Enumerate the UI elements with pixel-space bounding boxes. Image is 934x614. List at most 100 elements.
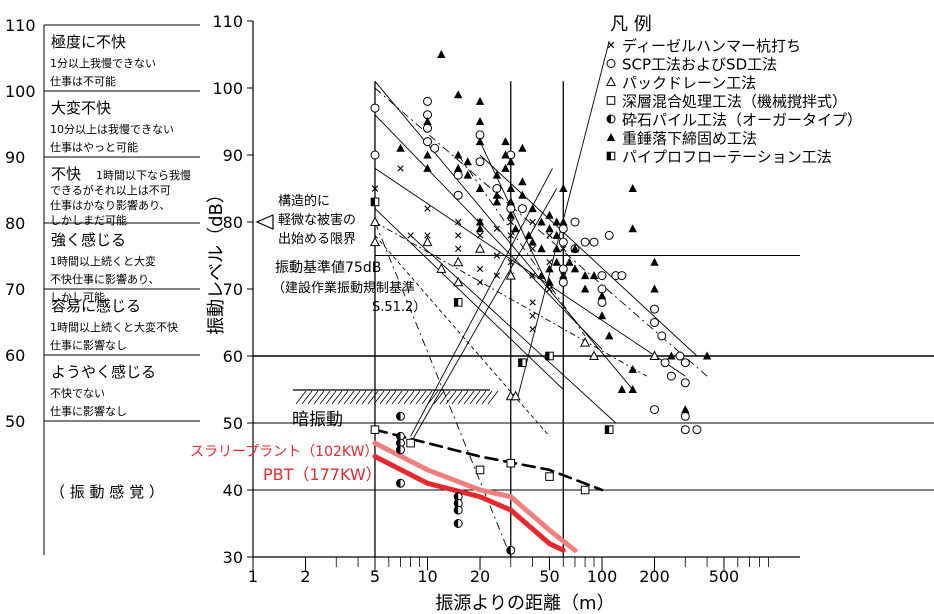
half-circle-fill: [396, 432, 401, 441]
filled-triangle-marker-icon: [423, 117, 432, 125]
sensation-band-desc: 1分以上我慢できない: [50, 57, 156, 70]
circle-marker-icon: [370, 103, 380, 113]
chart-axes: 30 40 50 60 70 80 90 100 110 1 2 5 10 20 50 100 200 500 振源…: [206, 12, 800, 614]
data-point: [370, 425, 380, 435]
hatch-stroke: [451, 390, 463, 405]
filled-triangle-marker-icon: [454, 150, 463, 159]
x-tick-label: 200: [639, 567, 670, 586]
y-tick-label: 40: [223, 481, 243, 500]
sensation-band-title: 容易に感じる: [51, 297, 141, 315]
cross-marker-icon: [546, 259, 553, 266]
circle-marker-icon: [370, 150, 380, 160]
data-point: [454, 150, 463, 159]
data-point: [396, 445, 405, 455]
triangle-marker-icon: [453, 256, 464, 267]
data-point: [518, 143, 527, 152]
data-point: [559, 271, 568, 280]
y-tick-label: 90: [223, 146, 243, 165]
data-point: [507, 218, 514, 226]
circle-marker-icon: [680, 425, 690, 435]
data-point: [475, 465, 485, 475]
data-point: [529, 218, 536, 226]
filled-triangle-marker-icon: [667, 351, 676, 360]
filled-triangle-marker-icon: [570, 244, 580, 253]
cross-marker-icon: [560, 245, 567, 252]
data-point: [680, 411, 690, 421]
data-point: [492, 197, 502, 206]
data-point: [493, 252, 501, 259]
data-point: [628, 364, 637, 373]
x-tick-label: 50: [539, 567, 559, 586]
circle-marker-icon: [650, 318, 659, 327]
square-marker-icon: [580, 485, 590, 495]
data-point: [455, 232, 462, 239]
filled-triangle-marker-icon: [501, 150, 510, 159]
triangle-marker-icon: [505, 270, 516, 280]
data-point: [558, 224, 568, 234]
filled-triangle-marker-icon: [506, 210, 515, 219]
hatch-stroke: [337, 390, 349, 405]
half-circle-fill: [396, 412, 401, 421]
filled-triangle-marker-icon: [492, 190, 502, 199]
cross-marker-icon: [424, 232, 431, 239]
data-point: [396, 411, 405, 421]
half-circle-fill: [454, 519, 459, 528]
filled-triangle-marker-icon: [545, 277, 554, 286]
filled-triangle-marker-icon: [552, 217, 561, 226]
data-point: [528, 237, 537, 246]
hatch-stroke: [469, 390, 481, 405]
filled-triangle-marker-icon: [681, 405, 690, 414]
filled-triangle-marker-icon: [570, 264, 580, 273]
half-square-fill: [605, 425, 610, 434]
data-point: [552, 230, 561, 239]
filled-triangle-marker-icon: [552, 257, 561, 266]
filled-triangle-marker-icon: [580, 284, 590, 293]
data-point: [475, 184, 485, 192]
data-point: [423, 137, 432, 147]
cross-marker-icon: [476, 279, 484, 286]
data-point: [463, 157, 472, 166]
data-point: [650, 257, 659, 266]
filled-triangle-marker-icon: [537, 271, 546, 280]
triangle-marker-icon: [369, 216, 381, 226]
hatch-stroke: [361, 390, 373, 405]
data-point: [545, 472, 554, 481]
triangle-marker-icon: [436, 263, 447, 273]
hatch-stroke: [325, 390, 337, 405]
data-point: [475, 96, 485, 105]
sensation-band-title: 大変不快: [51, 99, 111, 117]
hatch-stroke: [463, 390, 475, 405]
data-point: [370, 197, 380, 207]
data-point: [560, 245, 567, 252]
hatch-stroke: [487, 390, 499, 405]
half-circle-fill: [607, 115, 611, 123]
square-marker-icon: [406, 438, 415, 448]
cross-marker-icon: [546, 232, 553, 239]
data-point: [570, 244, 580, 253]
sensation-band-desc: しかし可能: [50, 290, 105, 304]
filled-triangle-marker-icon: [545, 224, 554, 233]
cross-marker-icon: [493, 272, 501, 279]
triangle-marker-icon: [649, 350, 660, 360]
filled-triangle-marker-icon: [617, 385, 627, 393]
trend-line: [410, 235, 617, 424]
sensation-band-desc: できるがそれ以上は不可: [50, 183, 171, 197]
data-point: [475, 117, 485, 125]
circle-marker-icon: [597, 271, 607, 281]
cross-marker-icon: [507, 259, 514, 266]
data-points: [369, 50, 712, 555]
left-scale-tick-label: 60: [5, 346, 25, 365]
data-point: [369, 216, 381, 226]
data-point: [453, 519, 463, 528]
cross-marker-icon: [507, 218, 514, 226]
triangle-marker-icon: [474, 243, 486, 253]
filled-triangle-marker-icon: [506, 184, 515, 192]
sensation-band-desc: 不快でない: [50, 387, 105, 400]
cross-marker-icon: [493, 225, 501, 232]
left-scale-tick-label: 50: [5, 412, 25, 431]
trend-line: [374, 114, 603, 350]
data-point: [667, 351, 676, 360]
hatch-stroke: [373, 390, 385, 405]
filled-triangle-marker-icon: [559, 271, 568, 280]
hatch-stroke: [427, 390, 439, 405]
